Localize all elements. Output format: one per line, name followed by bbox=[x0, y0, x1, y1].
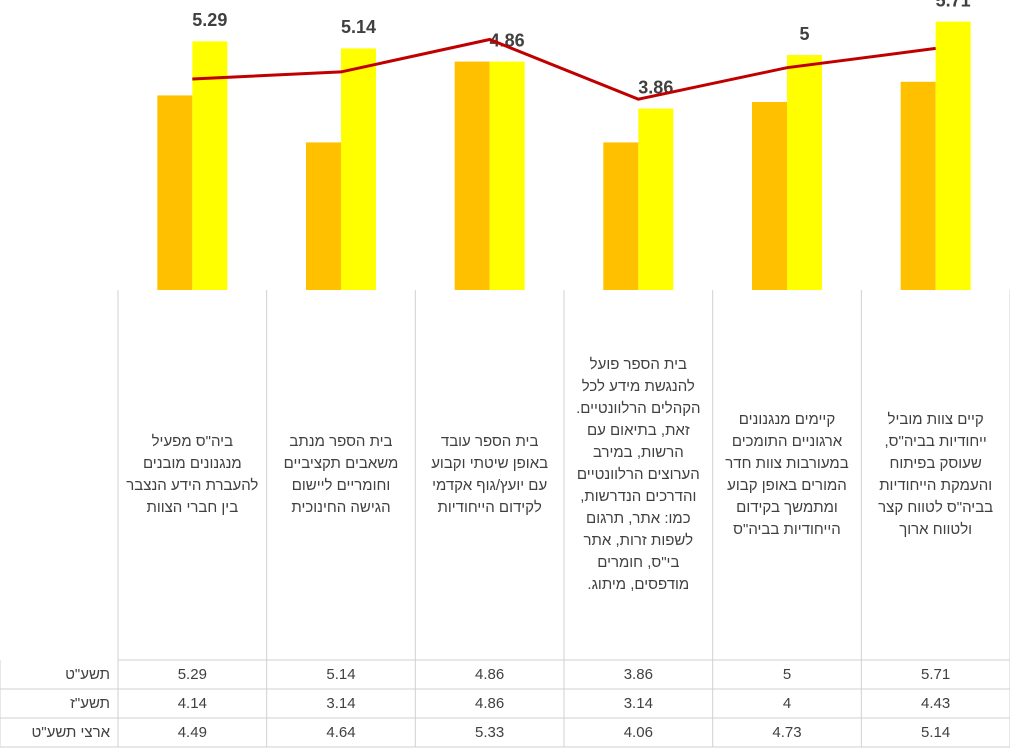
table-cell: 4.49 bbox=[177, 724, 207, 741]
table-cell: 4.86 bbox=[475, 695, 505, 712]
table-cell: 4.64 bbox=[326, 724, 356, 741]
category-label: קיימים מנגנונים ארגוניים התומכים במעורבו… bbox=[725, 411, 849, 538]
legend-entry: תשע"ז bbox=[70, 695, 110, 712]
bar bbox=[900, 81, 936, 290]
category-label: קיים צוות מוביל ייחודיות בביה"ס, שעוסק ב… bbox=[878, 411, 994, 538]
table-cell: 3.86 bbox=[623, 666, 653, 683]
table-cell: 4 bbox=[782, 695, 792, 712]
table-cell: 5.14 bbox=[326, 666, 356, 683]
table-cell: 3.14 bbox=[623, 695, 653, 712]
bar bbox=[752, 102, 787, 290]
bar bbox=[603, 142, 639, 290]
table-cell: 5.71 bbox=[921, 666, 951, 683]
legend-entry: ארצי תשע"ט bbox=[31, 724, 110, 741]
table-cell: 5.33 bbox=[475, 724, 505, 741]
table-cell: 3.14 bbox=[326, 695, 356, 712]
category-label: בית הספר מנתב משאבים תקציביים וחומריים ל… bbox=[283, 433, 399, 516]
bar bbox=[787, 55, 822, 290]
table-cell: 5 bbox=[782, 666, 792, 683]
bar bbox=[935, 21, 971, 290]
line-series bbox=[192, 37, 936, 101]
data-label: 5.14 bbox=[341, 17, 376, 37]
bar bbox=[157, 95, 193, 290]
category-label: בית הספר פועל להנגשת מידע לכל הקהלים הרל… bbox=[576, 356, 701, 593]
data-label: 4.86 bbox=[490, 30, 525, 50]
table-cell: 5.29 bbox=[177, 666, 207, 683]
category-label: בית הספר עובד באופן שיטתי וקבוע עם יועץ/… bbox=[431, 433, 549, 516]
bar bbox=[638, 108, 674, 290]
category-label: ביה"ס מפעיל מנגנונים מובנים להעברת הידע … bbox=[126, 433, 259, 516]
table-cell: 5.14 bbox=[921, 724, 951, 741]
data-label: 5 bbox=[799, 24, 809, 44]
bar bbox=[192, 41, 228, 291]
table-cell: 4.14 bbox=[177, 695, 207, 712]
table-cell: 4.86 bbox=[475, 666, 505, 683]
table-cell: 4.06 bbox=[623, 724, 653, 741]
table-cell: 4.43 bbox=[921, 695, 951, 712]
table-cell: 4.73 bbox=[772, 724, 802, 741]
bar bbox=[454, 61, 490, 290]
bar bbox=[306, 142, 341, 290]
data-label: 5.71 bbox=[936, 0, 971, 10]
legend-entry: תשע"ט bbox=[65, 666, 110, 683]
bar bbox=[489, 61, 525, 290]
data-label: 5.29 bbox=[192, 10, 227, 30]
bar bbox=[341, 48, 376, 290]
